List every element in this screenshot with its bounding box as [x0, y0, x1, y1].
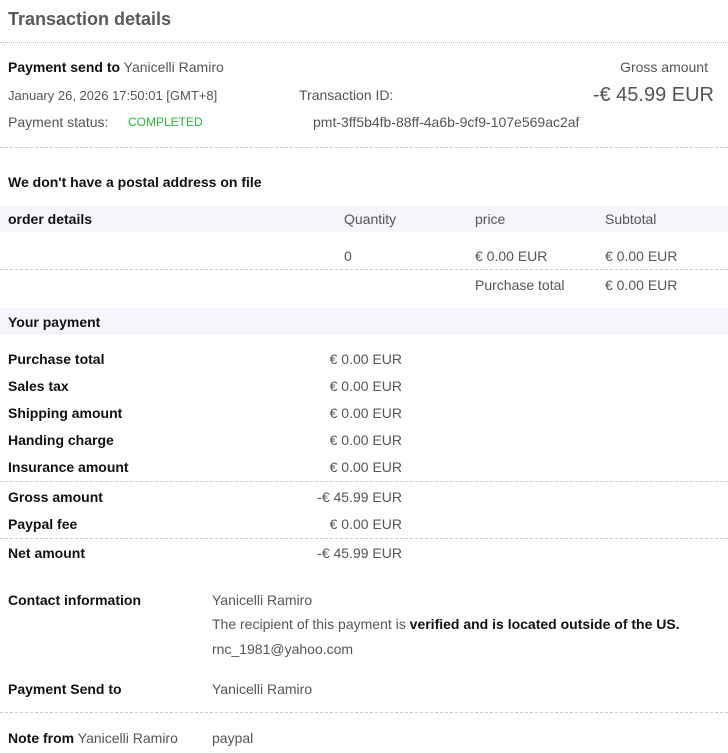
postal-notice: We don't have a postal address on file	[8, 174, 262, 190]
send-to-label: Payment Send to	[8, 681, 122, 697]
payment-send-to-label: Payment send to	[8, 59, 121, 75]
col-subtotal: Subtotal	[605, 211, 657, 227]
order-header	[0, 206, 728, 232]
status-badge: COMPLETED	[128, 115, 203, 129]
divider	[0, 538, 728, 539]
payment-row-value: -€ 45.99 EUR	[317, 545, 402, 561]
contact-email: rnc_1981@yahoo.com	[212, 641, 354, 657]
divider	[0, 712, 728, 713]
order-subtotal: € 0.00 EUR	[605, 248, 678, 264]
divider	[0, 481, 728, 482]
order-price: € 0.00 EUR	[475, 248, 548, 264]
payment-row-label: Purchase total	[8, 351, 105, 367]
divider	[0, 269, 728, 270]
payment-send-to-name: Yanicelli Ramiro	[123, 59, 224, 75]
verified-bold: verified and is located outside of the U…	[409, 616, 680, 632]
gross-amount-label: Gross amount	[620, 59, 708, 75]
payment-row-value: € 0.00 EUR	[329, 432, 402, 448]
note-text: paypal	[212, 730, 254, 746]
gross-amount-value: -€ 45.99 EUR	[592, 84, 714, 106]
payment-row-label: Shipping amount	[8, 405, 123, 421]
transaction-datetime: January 26, 2026 17:50:01 [GMT+8]	[8, 88, 218, 103]
contact-name: Yanicelli Ramiro	[212, 592, 313, 608]
payment-row-value: € 0.00 EUR	[329, 516, 402, 532]
note-from-name: Yanicelli Ramiro	[77, 730, 178, 746]
page-title: Transaction details	[8, 9, 172, 29]
payment-row-label: Net amount	[8, 545, 85, 561]
status-label: Payment status:	[8, 114, 109, 130]
col-price: price	[475, 211, 506, 227]
purchase-total-value: € 0.00 EUR	[605, 277, 678, 293]
transaction-id: pmt-3ff5b4fb-88ff-4a6b-9cf9-107e569ac2af	[313, 114, 580, 130]
note-from-label: Note from	[8, 730, 75, 746]
payment-send-to: Payment send to Yanicelli Ramiro	[8, 58, 224, 76]
payment-row-label: Handing charge	[8, 432, 114, 448]
divider	[0, 147, 728, 148]
payment-row-value: € 0.00 EUR	[329, 459, 402, 475]
payment-row-value: -€ 45.99 EUR	[317, 489, 402, 505]
verified-notice: The recipient of this payment is verifie…	[212, 615, 680, 633]
your-payment-header	[0, 308, 728, 335]
transaction-id-label: Transaction ID:	[299, 87, 394, 103]
payment-row-value: € 0.00 EUR	[329, 351, 402, 367]
send-to-name: Yanicelli Ramiro	[212, 681, 313, 697]
payment-row-label: Paypal fee	[8, 516, 78, 532]
col-quantity: Quantity	[344, 211, 397, 227]
divider	[0, 42, 728, 43]
payment-row-label: Insurance amount	[8, 459, 129, 475]
payment-row-value: € 0.00 EUR	[329, 378, 402, 394]
payment-row-value: € 0.00 EUR	[329, 405, 402, 421]
order-quantity: 0	[344, 248, 352, 264]
contact-label: Contact information	[8, 592, 141, 608]
verified-prefix: The recipient of this payment is	[212, 616, 410, 632]
note-from: Note from Yanicelli Ramiro	[8, 729, 178, 747]
col-order-details: order details	[8, 211, 93, 227]
payment-row-label: Gross amount	[8, 489, 103, 505]
your-payment-heading: Your payment	[8, 314, 101, 330]
payment-row-label: Sales tax	[8, 378, 69, 394]
purchase-total-label: Purchase total	[475, 277, 565, 293]
